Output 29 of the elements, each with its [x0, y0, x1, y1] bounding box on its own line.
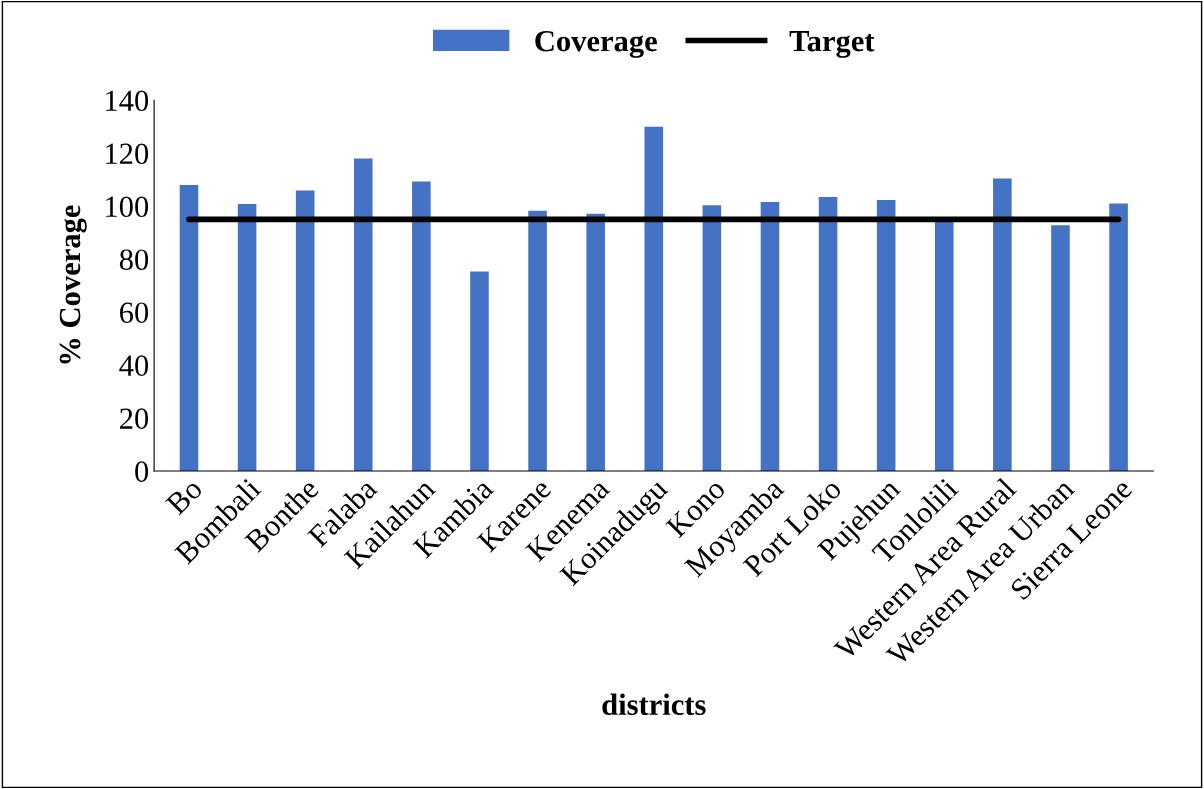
bar	[1051, 225, 1070, 472]
bar	[412, 181, 431, 472]
y-tick-label: 20	[120, 408, 149, 429]
bar	[528, 210, 547, 472]
y-tick-label: 60	[120, 302, 149, 324]
y-axis-title: % Coverage	[59, 205, 87, 364]
y-tick-label: 0	[135, 461, 149, 482]
bar	[1109, 203, 1128, 472]
bar	[295, 190, 315, 472]
bar	[179, 184, 199, 472]
bar	[353, 158, 373, 472]
bar	[934, 219, 954, 472]
y-tick-label: 140	[106, 90, 149, 112]
legend-label: Coverage	[535, 30, 657, 58]
bar	[760, 201, 780, 472]
bar	[993, 178, 1012, 472]
bar	[876, 200, 896, 472]
bar	[470, 271, 489, 472]
bar	[702, 205, 722, 472]
legend-label: Target	[789, 31, 875, 58]
y-tick-label: 100	[106, 196, 149, 218]
y-tick-label: 80	[119, 249, 149, 271]
bar	[644, 126, 664, 472]
bar	[818, 196, 838, 472]
y-tick-label: 40	[119, 355, 149, 376]
bar	[237, 204, 257, 472]
bar	[586, 213, 605, 472]
y-tick-label: 120	[106, 143, 149, 165]
x-axis-title: districts	[602, 693, 706, 716]
